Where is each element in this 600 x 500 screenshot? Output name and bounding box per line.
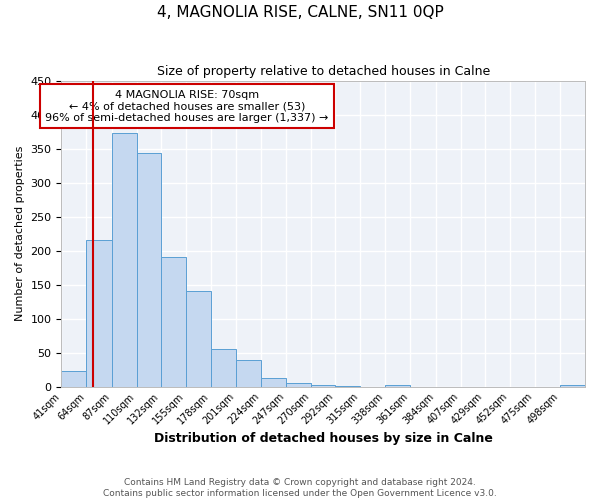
Bar	[86, 240, 112, 386]
Bar	[311, 384, 335, 386]
Title: Size of property relative to detached houses in Calne: Size of property relative to detached ho…	[157, 65, 490, 78]
Bar	[61, 371, 86, 386]
Bar	[186, 291, 211, 386]
Text: Contains HM Land Registry data © Crown copyright and database right 2024.
Contai: Contains HM Land Registry data © Crown c…	[103, 478, 497, 498]
Bar	[161, 258, 186, 386]
Bar	[112, 133, 137, 386]
Bar	[286, 382, 311, 386]
Y-axis label: Number of detached properties: Number of detached properties	[15, 146, 25, 322]
Text: 4 MAGNOLIA RISE: 70sqm
← 4% of detached houses are smaller (53)
96% of semi-deta: 4 MAGNOLIA RISE: 70sqm ← 4% of detached …	[46, 90, 329, 123]
Bar	[236, 360, 261, 386]
Bar	[261, 378, 286, 386]
Bar	[137, 152, 161, 386]
X-axis label: Distribution of detached houses by size in Calne: Distribution of detached houses by size …	[154, 432, 493, 445]
Text: 4, MAGNOLIA RISE, CALNE, SN11 0QP: 4, MAGNOLIA RISE, CALNE, SN11 0QP	[157, 5, 443, 20]
Bar	[211, 350, 236, 387]
